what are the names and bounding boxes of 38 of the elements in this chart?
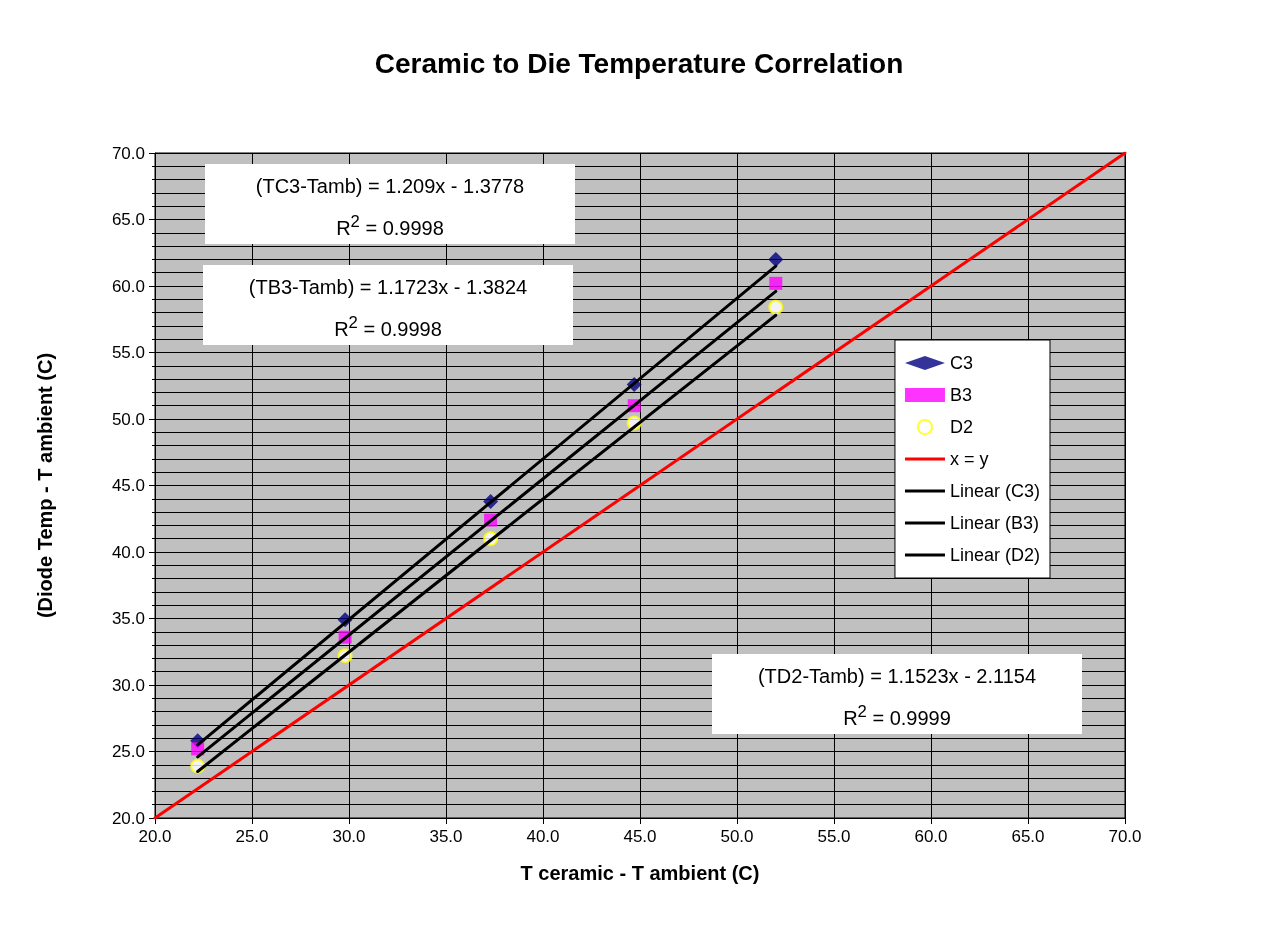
x-tick-label: 45.0 bbox=[623, 827, 657, 846]
y-tick-label: 35.0 bbox=[111, 609, 145, 628]
point bbox=[769, 276, 783, 290]
legend-label: B3 bbox=[949, 385, 972, 405]
x-axis-title: T ceramic - T ambient (C) bbox=[520, 862, 760, 884]
annotation: (TC3-Tamb) = 1.209x - 1.3778 R$^{2}$ = 0.9998 bbox=[254, 174, 526, 241]
x-tick-label: 50.0 bbox=[720, 827, 754, 846]
chart-title: Ceramic to Die Temperature Correlation bbox=[374, 47, 904, 79]
x-tick-label: 25.0 bbox=[235, 827, 269, 846]
legend-label: Linear (D2) bbox=[949, 545, 1041, 565]
x-tick-label: 65.0 bbox=[1011, 827, 1045, 846]
y-tick-label: 25.0 bbox=[111, 742, 145, 761]
legend-label: C3 bbox=[949, 353, 973, 373]
x-tick-label: 55.0 bbox=[817, 827, 851, 846]
point bbox=[768, 251, 784, 267]
y-tick-label: 20.0 bbox=[111, 808, 145, 828]
annotation: (TB3-Tamb) = 1.1723x - 1.3824 R$^{2}$ = 0.9998 bbox=[247, 275, 529, 342]
y-axis-title: (Diode Temp - T ambient (C) bbox=[34, 352, 56, 619]
x-tick-label: 35.0 bbox=[429, 827, 463, 846]
y-tick-label: 60.0 bbox=[111, 276, 145, 296]
y-tick-label: 45.0 bbox=[111, 476, 145, 495]
y-tick-label: 70.0 bbox=[111, 143, 145, 163]
y-tick-label: 65.0 bbox=[111, 210, 145, 229]
y-tick-label: 30.0 bbox=[111, 675, 145, 695]
point bbox=[768, 299, 784, 315]
legend-label: Linear (B3) bbox=[949, 513, 1040, 533]
x-tick-label: 70.0 bbox=[1108, 827, 1142, 846]
x-tick-label: 60.0 bbox=[914, 827, 948, 846]
legend-label: D2 bbox=[949, 417, 973, 437]
legend-label: x = y bbox=[949, 449, 989, 469]
annotation: (TD2-Tamb) = 1.1523x - 2.1154 R$^{2}$ = 0.9999 bbox=[756, 664, 1038, 731]
legend-label: Linear (C3) bbox=[949, 481, 1041, 501]
y-tick-label: 40.0 bbox=[111, 542, 145, 562]
x-tick-label: 40.0 bbox=[526, 827, 560, 846]
y-tick-label: 55.0 bbox=[111, 343, 145, 362]
x-tick-label: 30.0 bbox=[332, 827, 366, 846]
x-tick-label: 20.0 bbox=[138, 827, 172, 846]
y-tick-label: 50.0 bbox=[111, 409, 145, 429]
